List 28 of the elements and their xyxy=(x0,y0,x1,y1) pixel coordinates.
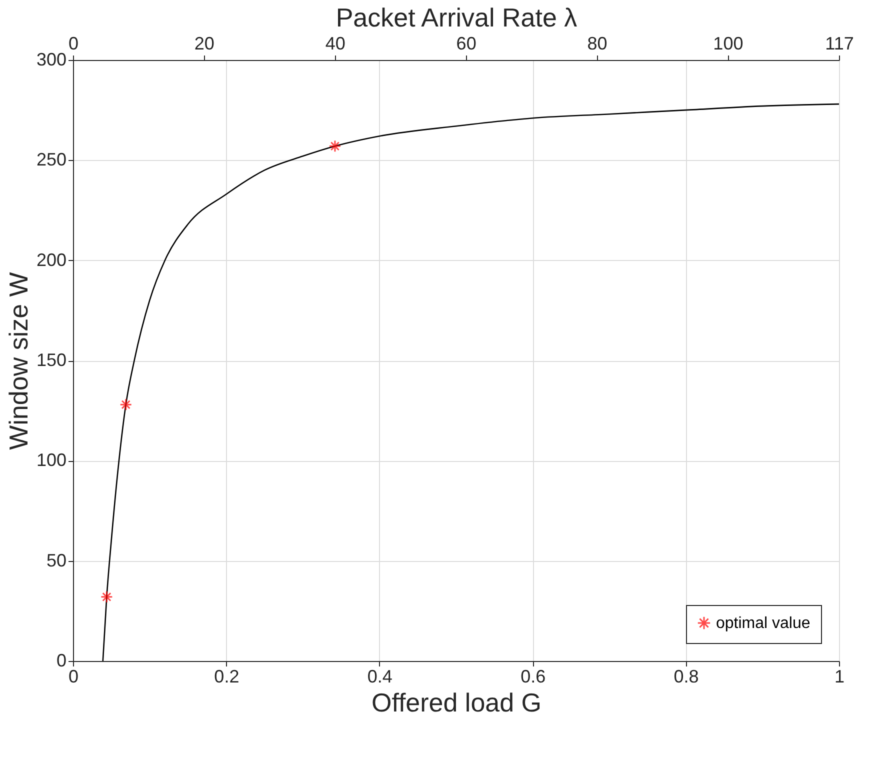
y-tick-label: 0 xyxy=(56,650,66,670)
x2-tick-label: 20 xyxy=(194,34,214,54)
point xyxy=(328,140,342,152)
point xyxy=(120,398,132,411)
x2-tick-label: 117 xyxy=(825,34,854,54)
x2-tick-label: 0 xyxy=(68,34,79,54)
x-axis-title: Offered load G xyxy=(371,688,542,718)
x2-tick-label: 80 xyxy=(587,34,608,54)
x2-tick-label: 100 xyxy=(713,34,744,54)
x-tick-label: 0.2 xyxy=(214,666,240,686)
legend-label: optimal value xyxy=(716,615,810,632)
x2-tick-label: 40 xyxy=(325,34,346,54)
y-tick-label: 150 xyxy=(36,350,66,370)
x-tick-label: 0.8 xyxy=(674,666,699,686)
y-tick-label: 300 xyxy=(36,50,66,70)
y-tick-label: 100 xyxy=(36,450,66,470)
x2-axis-title: Packet Arrival Rate λ xyxy=(336,2,578,32)
point xyxy=(100,590,113,604)
x-tick-label: 0 xyxy=(68,666,79,686)
y-axis-title: Window size W xyxy=(3,272,34,450)
x-tick-label: 1 xyxy=(834,666,845,686)
x2-tick-label: 60 xyxy=(456,34,476,54)
x-tick-label: 0.6 xyxy=(520,666,546,686)
y-tick-label: 50 xyxy=(46,550,66,570)
x-tick-label: 0.4 xyxy=(367,666,392,686)
line-series xyxy=(102,103,840,662)
y-tick-label: 200 xyxy=(36,250,66,270)
y-tick-label: 250 xyxy=(36,150,66,170)
